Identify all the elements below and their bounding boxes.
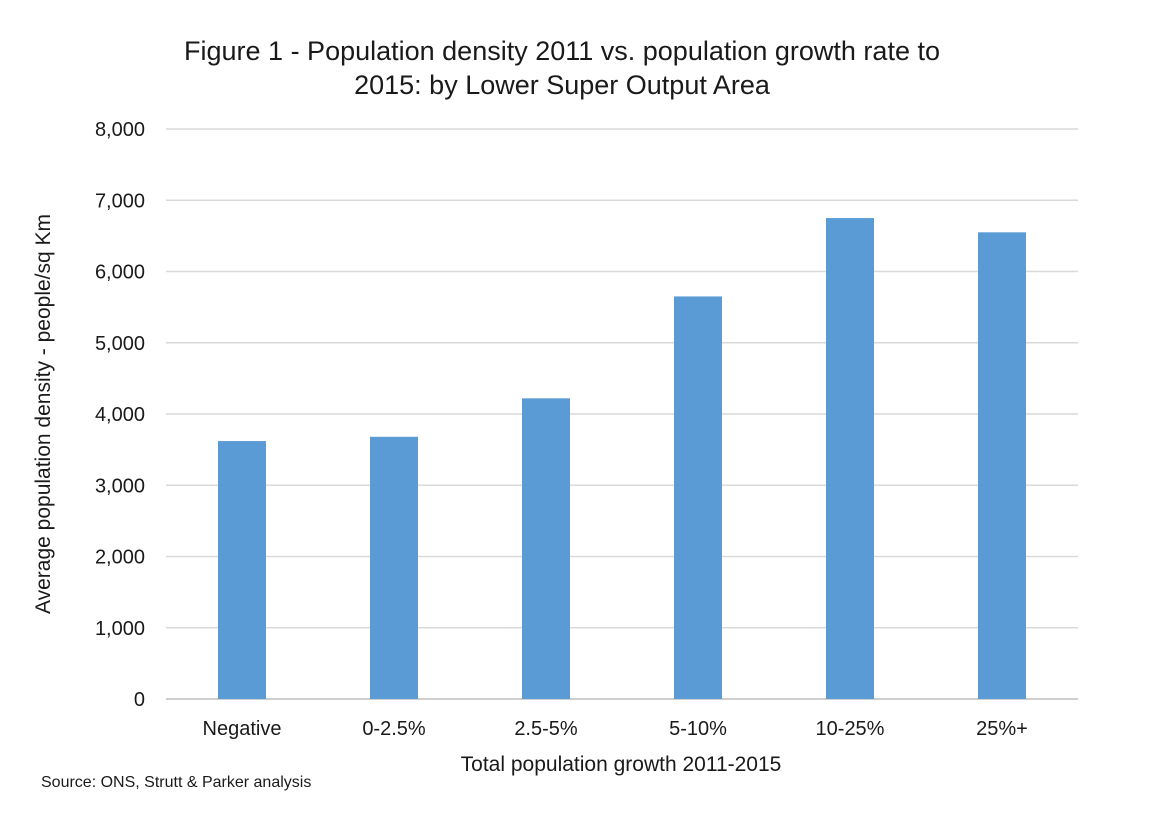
y-tick-label: 3,000 <box>95 475 145 497</box>
bar <box>522 398 570 699</box>
chart-title-line: 2015: by Lower Super Output Area <box>354 70 771 100</box>
y-axis-ticks: 0 1,000 2,000 3,000 4,000 5,000 6,000 7,000 8,00… <box>95 119 145 711</box>
x-tick-label: 10-25% <box>816 718 885 740</box>
y-axis-label: Average population density - people/sq K… <box>32 214 55 614</box>
gridlines <box>166 128 1078 700</box>
x-tick-label: Negative <box>203 718 282 740</box>
y-tick-label: 1,000 <box>95 618 145 640</box>
y-tick-label: 2,000 <box>95 547 145 569</box>
chart-title: Figure 1 - Population density 2011 vs. p… <box>184 36 940 100</box>
y-tick-label: 7,000 <box>95 190 145 212</box>
y-tick-label: 4,000 <box>95 404 145 426</box>
y-tick-label: 5,000 <box>95 333 145 355</box>
x-axis-ticks: Negative 0-2.5% 2.5-5% 5-10% 10-25% 25%+ <box>203 718 1028 740</box>
x-tick-label: 0-2.5% <box>362 718 426 740</box>
bar <box>674 296 722 699</box>
bar <box>978 232 1026 699</box>
x-tick-label: 5-10% <box>669 718 727 740</box>
bars <box>218 218 1026 699</box>
x-tick-label: 2.5-5% <box>514 718 578 740</box>
bar <box>370 436 418 699</box>
bar <box>826 218 874 699</box>
source-note: Source: ONS, Strutt & Parker analysis <box>41 774 312 791</box>
y-tick-label: 6,000 <box>95 262 145 284</box>
y-tick-label: 8,000 <box>95 119 145 141</box>
chart-title-line: Figure 1 - Population density 2011 vs. p… <box>184 36 940 66</box>
x-tick-label: 25%+ <box>976 718 1028 740</box>
y-tick-label: 0 <box>134 689 145 711</box>
bar <box>218 441 266 699</box>
x-axis-label: Total population growth 2011-2015 <box>461 753 782 776</box>
